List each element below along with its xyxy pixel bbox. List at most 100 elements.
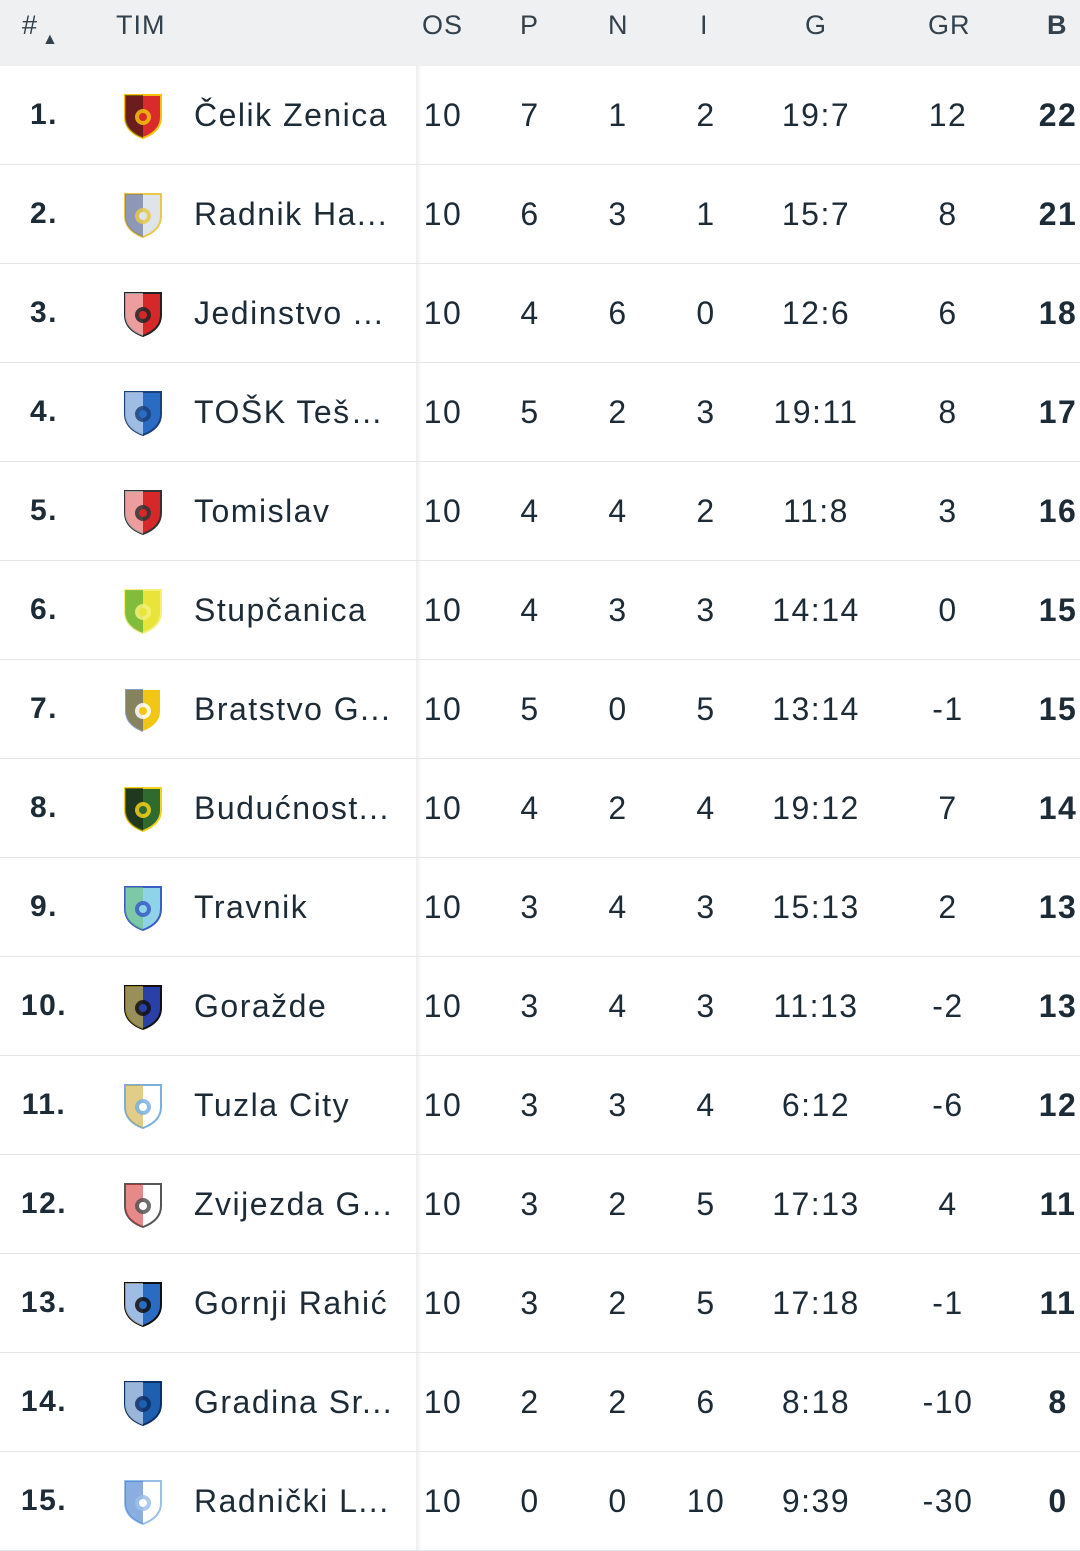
- points-column-header[interactable]: B: [1047, 10, 1068, 40]
- losses-cell: 2: [696, 97, 716, 133]
- team-name[interactable]: Zvijezda G...: [194, 1186, 394, 1222]
- rank-cell: 14.: [20, 1385, 68, 1418]
- points-cell: 13: [1038, 889, 1078, 925]
- sticky-column-shadow: [416, 1056, 422, 1154]
- draws-column-header[interactable]: N: [608, 10, 629, 40]
- played-cell: 10: [423, 295, 463, 331]
- table-row[interactable]: 5. Tomislav 10 4 4 2 11:8 3 16: [0, 462, 1080, 561]
- goals-column-header[interactable]: G: [805, 10, 828, 40]
- team-name[interactable]: Gradina Sr...: [194, 1384, 394, 1420]
- sticky-column-shadow: [416, 66, 422, 164]
- sticky-column-shadow: [416, 561, 422, 659]
- table-body: 1. Čelik Zenica 10 7 1 2 19:7 12 22 2. Radnik Ha..…: [0, 66, 1080, 1551]
- sticky-column-shadow: [416, 1254, 422, 1352]
- table-header: # ▲ TIM OS P N I G GR B: [0, 0, 1080, 66]
- team-crest-icon: [112, 66, 174, 164]
- losses-cell: 1: [696, 196, 716, 232]
- table-row[interactable]: 13. Gornji Rahić 10 3 2 5 17:18 -1 11: [0, 1254, 1080, 1353]
- draws-cell: 3: [608, 1087, 628, 1123]
- wins-cell: 4: [520, 295, 540, 331]
- played-cell: 10: [423, 1186, 463, 1222]
- team-name[interactable]: Radnički L...: [194, 1483, 390, 1519]
- table-row[interactable]: 8. Budućnost... 10 4 2 4 19:12 7 14: [0, 759, 1080, 858]
- team-crest-icon: [112, 1056, 174, 1154]
- played-cell: 10: [423, 394, 463, 430]
- team-crest-icon: [112, 1155, 174, 1253]
- table-row[interactable]: 9. Travnik 10 3 4 3 15:13 2 13: [0, 858, 1080, 957]
- crest-shield-icon: [124, 94, 162, 139]
- goal-difference-cell: -2: [932, 988, 964, 1024]
- table-row[interactable]: 2. Radnik Ha... 10 6 3 1 15:7 8 21: [0, 165, 1080, 264]
- team-name[interactable]: Čelik Zenica: [194, 97, 389, 133]
- table-row[interactable]: 7. Bratstvo G... 10 5 0 5 13:14 -1 15: [0, 660, 1080, 759]
- table-row[interactable]: 4. TOŠK Tešanj 10 5 2 3 19:11 8 17: [0, 363, 1080, 462]
- losses-column-header[interactable]: I: [700, 10, 709, 40]
- table-row[interactable]: 14. Gradina Sr... 10 2 2 6 8:18 -10 8: [0, 1353, 1080, 1452]
- goals-cell: 15:13: [772, 889, 860, 925]
- team-crest-icon: [112, 660, 174, 758]
- goal-difference-cell: -1: [932, 1285, 964, 1321]
- goal-difference-cell: 12: [928, 97, 968, 133]
- team-crest-icon: [112, 1254, 174, 1352]
- losses-cell: 10: [686, 1483, 726, 1519]
- draws-cell: 1: [608, 97, 628, 133]
- goals-cell: 9:39: [781, 1483, 851, 1519]
- team-name[interactable]: Gornji Rahić: [194, 1285, 389, 1321]
- played-column-header[interactable]: OS: [422, 10, 464, 40]
- played-cell: 10: [423, 691, 463, 727]
- table-row[interactable]: 15. Radnički L... 10 0 0 10 9:39 -30 0: [0, 1452, 1080, 1551]
- table-row[interactable]: 3. Jedinstvo ... 10 4 6 0 12:6 6 18: [0, 264, 1080, 363]
- wins-column-header[interactable]: P: [520, 10, 540, 40]
- sticky-column-shadow: [416, 462, 422, 560]
- rank-cell: 2.: [29, 197, 59, 230]
- team-name[interactable]: Tomislav: [194, 493, 331, 529]
- rank-cell: 8.: [29, 791, 59, 824]
- sort-ascending-icon[interactable]: ▲: [42, 31, 59, 48]
- crest-shield-icon: [124, 391, 162, 436]
- table-row[interactable]: 11. Tuzla City 10 3 3 4 6:12 -6 12: [0, 1056, 1080, 1155]
- crest-shield-icon: [124, 589, 162, 634]
- goal-difference-cell: 0: [938, 592, 958, 628]
- goals-cell: 17:13: [772, 1186, 860, 1222]
- table-row[interactable]: 1. Čelik Zenica 10 7 1 2 19:7 12 22: [0, 66, 1080, 165]
- wins-cell: 3: [520, 1087, 540, 1123]
- rank-cell: 4.: [29, 395, 59, 428]
- rank-cell: 6.: [29, 593, 59, 626]
- wins-cell: 3: [520, 1285, 540, 1321]
- rank-cell: 3.: [29, 296, 59, 329]
- team-column-header[interactable]: TIM: [116, 10, 166, 40]
- goals-cell: 17:18: [772, 1285, 860, 1321]
- team-name[interactable]: Budućnost...: [194, 790, 390, 826]
- goals-cell: 19:11: [773, 394, 859, 430]
- draws-cell: 2: [608, 1384, 628, 1420]
- team-name[interactable]: Bratstvo G...: [194, 691, 392, 727]
- team-name[interactable]: Goražde: [194, 988, 328, 1024]
- team-name[interactable]: Tuzla City: [194, 1087, 351, 1123]
- played-cell: 10: [423, 790, 463, 826]
- team-crest-icon: [112, 561, 174, 659]
- goals-cell: 19:7: [781, 97, 851, 133]
- goal-difference-column-header[interactable]: GR: [928, 10, 971, 40]
- wins-cell: 4: [520, 592, 540, 628]
- losses-cell: 4: [696, 1087, 716, 1123]
- table-row[interactable]: 6. Stupčanica 10 4 3 3 14:14 0 15: [0, 561, 1080, 660]
- rank-column-header[interactable]: # ▲: [22, 10, 59, 48]
- points-cell: 15: [1038, 592, 1078, 628]
- team-name[interactable]: Jedinstvo ...: [194, 295, 385, 331]
- goals-cell: 11:8: [783, 493, 849, 529]
- draws-cell: 0: [608, 1483, 628, 1519]
- team-crest-icon: [112, 264, 174, 362]
- team-name[interactable]: TOŠK Tešanj: [194, 394, 394, 430]
- losses-cell: 3: [696, 592, 716, 628]
- played-cell: 10: [423, 97, 463, 133]
- draws-cell: 4: [608, 889, 628, 925]
- crest-shield-icon: [124, 985, 162, 1030]
- team-name[interactable]: Radnik Ha...: [194, 196, 389, 232]
- table-row[interactable]: 10. Goražde 10 3 4 3 11:13 -2 13: [0, 957, 1080, 1056]
- team-name[interactable]: Travnik: [194, 889, 309, 925]
- table-row[interactable]: 12. Zvijezda G... 10 3 2 5 17:13 4 11: [0, 1155, 1080, 1254]
- team-name[interactable]: Stupčanica: [194, 592, 368, 628]
- goal-difference-cell: -10: [922, 1384, 974, 1420]
- points-cell: 11: [1039, 1186, 1077, 1222]
